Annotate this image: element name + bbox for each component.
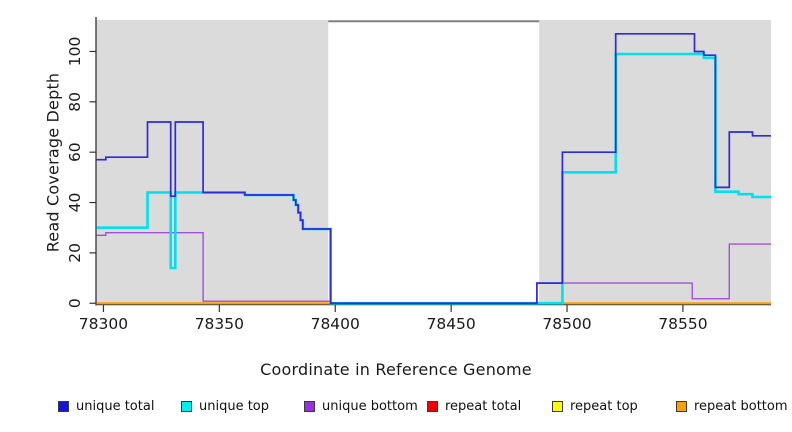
legend-item-unique-bottom: unique bottom	[304, 398, 418, 414]
y-tick-label: 20	[66, 243, 84, 263]
y-axis-title: Read Coverage Depth	[43, 72, 63, 253]
legend: unique total unique top unique bottom repea…	[0, 398, 792, 418]
x-tick-label: 78550	[658, 315, 707, 333]
legend-label: unique top	[199, 398, 270, 414]
legend-item-repeat-total: repeat total	[427, 398, 521, 414]
legend-label: repeat top	[570, 398, 638, 414]
legend-item-unique-total: unique total	[58, 398, 154, 414]
y-tick-label: 60	[66, 142, 84, 162]
y-tick-label: 40	[66, 193, 84, 213]
legend-swatch-repeat-top	[552, 400, 563, 412]
x-tick-label: 78350	[195, 315, 244, 333]
legend-label: unique total	[76, 398, 155, 414]
y-tick-label: 80	[66, 92, 84, 112]
legend-swatch-unique-top	[181, 400, 192, 412]
masked-region	[96, 20, 329, 305]
y-tick-label: 100	[66, 37, 84, 67]
y-tick-label: 0	[66, 298, 84, 308]
legend-item-repeat-bottom: repeat bottom	[676, 398, 788, 414]
legend-label: repeat total	[445, 398, 522, 414]
legend-swatch-repeat-total	[427, 400, 438, 412]
legend-item-unique-top: unique top	[181, 398, 269, 414]
legend-swatch-repeat-bottom	[676, 400, 687, 412]
x-tick-label: 78300	[79, 315, 128, 333]
x-tick-label: 78400	[311, 315, 360, 333]
legend-swatch-unique-total	[58, 400, 69, 412]
legend-label: unique bottom	[322, 398, 418, 414]
coverage-chart-svg: 78300 78350 78400 78450 78500 78550 0 20 40 60 80 1…	[66, 17, 771, 333]
legend-swatch-unique-bottom	[304, 400, 315, 412]
x-axis-title: Coordinate in Reference Genome	[260, 360, 532, 379]
x-tick-label: 78450	[426, 315, 475, 333]
series-line-unique-total	[96, 32, 771, 305]
legend-label: repeat bottom	[694, 398, 788, 414]
x-tick-label: 78500	[542, 315, 591, 333]
masked-region	[539, 20, 771, 305]
legend-item-repeat-top: repeat top	[552, 398, 638, 414]
